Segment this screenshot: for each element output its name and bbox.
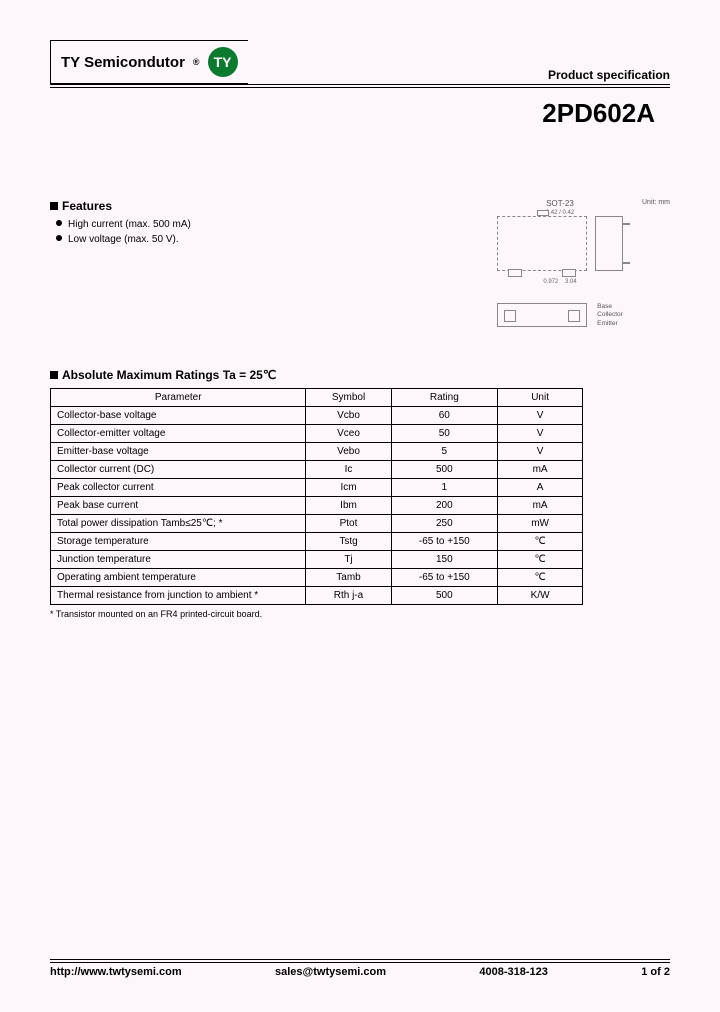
cell-unit: ℃ bbox=[498, 569, 583, 587]
footer: http://www.twtysemi.com sales@twtysemi.c… bbox=[50, 959, 670, 978]
cell-rating: 500 bbox=[391, 461, 497, 479]
table-row: Peak base currentIbm200mA bbox=[51, 497, 583, 515]
brand-header: TY Semicondutor ® TY bbox=[50, 40, 248, 84]
cell-parameter: Emitter-base voltage bbox=[51, 443, 306, 461]
cell-unit: V bbox=[498, 407, 583, 425]
footer-rule-1 bbox=[50, 959, 670, 960]
cell-rating: 150 bbox=[391, 551, 497, 569]
package-name: SOT-23 bbox=[450, 199, 670, 208]
cell-symbol: Vceo bbox=[306, 425, 391, 443]
table-row: Emitter-base voltageVebo5V bbox=[51, 443, 583, 461]
registered-mark: ® bbox=[193, 57, 200, 67]
cell-parameter: Operating ambient temperature bbox=[51, 569, 306, 587]
table-row: Thermal resistance from junction to ambi… bbox=[51, 587, 583, 605]
brand-name: TY Semicondutor bbox=[61, 54, 185, 71]
cell-rating: 200 bbox=[391, 497, 497, 515]
cell-unit: ℃ bbox=[498, 551, 583, 569]
cell-parameter: Thermal resistance from junction to ambi… bbox=[51, 587, 306, 605]
package-top-view bbox=[450, 216, 670, 271]
footer-email: sales@twtysemi.com bbox=[275, 966, 386, 978]
cell-parameter: Collector-base voltage bbox=[51, 407, 306, 425]
cell-symbol: Tstg bbox=[306, 533, 391, 551]
cell-rating: 250 bbox=[391, 515, 497, 533]
cell-parameter: Total power dissipation Tamb≤25℃; * bbox=[51, 515, 306, 533]
table-row: Collector-emitter voltageVceo50V bbox=[51, 425, 583, 443]
cell-parameter: Junction temperature bbox=[51, 551, 306, 569]
ratings-section: Absolute Maximum Ratings Ta = 25℃ Parame… bbox=[50, 368, 670, 619]
cell-symbol: Vcbo bbox=[306, 407, 391, 425]
cell-rating: 60 bbox=[391, 407, 497, 425]
col-symbol: Symbol bbox=[306, 389, 391, 407]
content-row: Features High current (max. 500 mA) Low … bbox=[50, 199, 670, 328]
package-diagram: SOT-23 Unit: mm 2.42 / 0.42 0.972 3.04 B… bbox=[450, 199, 670, 328]
cell-rating: 1 bbox=[391, 479, 497, 497]
brand-logo: TY bbox=[208, 47, 238, 77]
cell-symbol: Vebo bbox=[306, 443, 391, 461]
cell-symbol: Ibm bbox=[306, 497, 391, 515]
feature-item: High current (max. 500 mA) bbox=[56, 219, 430, 230]
feature-item: Low voltage (max. 50 V). bbox=[56, 234, 430, 245]
footer-row: http://www.twtysemi.com sales@twtysemi.c… bbox=[50, 966, 670, 978]
package-front bbox=[497, 303, 587, 327]
cell-symbol: Tj bbox=[306, 551, 391, 569]
footer-page: 1 of 2 bbox=[641, 966, 670, 978]
page: TY Semicondutor® TY Product specificatio… bbox=[0, 0, 720, 1012]
cell-unit: mA bbox=[498, 497, 583, 515]
cell-parameter: Storage temperature bbox=[51, 533, 306, 551]
table-row: Collector-base voltageVcbo60V bbox=[51, 407, 583, 425]
header-rule-1 bbox=[50, 84, 670, 85]
table-row: Peak collector currentIcm1A bbox=[51, 479, 583, 497]
package-unit: Unit: mm bbox=[642, 199, 670, 206]
cell-rating: 5 bbox=[391, 443, 497, 461]
footer-phone: 4008-318-123 bbox=[479, 966, 548, 978]
col-rating: Rating bbox=[391, 389, 497, 407]
cell-symbol: Ic bbox=[306, 461, 391, 479]
dim-bottom: 0.972 3.04 bbox=[450, 279, 670, 285]
table-row: Total power dissipation Tamb≤25℃; *Ptot2… bbox=[51, 515, 583, 533]
features-title: Features bbox=[50, 199, 430, 213]
footer-url: http://www.twtysemi.com bbox=[50, 966, 182, 978]
cell-unit: V bbox=[498, 425, 583, 443]
package-front-view: Base Collector Emitter bbox=[450, 303, 670, 328]
cell-rating: -65 to +150 bbox=[391, 569, 497, 587]
cell-unit: ℃ bbox=[498, 533, 583, 551]
cell-symbol: Rth j-a bbox=[306, 587, 391, 605]
cell-parameter: Collector-emitter voltage bbox=[51, 425, 306, 443]
footer-rule-2 bbox=[50, 962, 670, 963]
features-section: Features High current (max. 500 mA) Low … bbox=[50, 199, 430, 328]
table-row: Junction temperatureTj150℃ bbox=[51, 551, 583, 569]
cell-unit: mA bbox=[498, 461, 583, 479]
table-row: Operating ambient temperatureTamb-65 to … bbox=[51, 569, 583, 587]
cell-symbol: Ptot bbox=[306, 515, 391, 533]
cell-rating: 500 bbox=[391, 587, 497, 605]
cell-unit: V bbox=[498, 443, 583, 461]
table-row: Storage temperatureTstg-65 to +150℃ bbox=[51, 533, 583, 551]
cell-parameter: Collector current (DC) bbox=[51, 461, 306, 479]
table-header-row: Parameter Symbol Rating Unit bbox=[51, 389, 583, 407]
pin-labels: Base Collector Emitter bbox=[597, 303, 623, 328]
cell-rating: -65 to +150 bbox=[391, 533, 497, 551]
package-side bbox=[595, 216, 623, 271]
cell-unit: A bbox=[498, 479, 583, 497]
cell-symbol: Icm bbox=[306, 479, 391, 497]
cell-parameter: Peak collector current bbox=[51, 479, 306, 497]
col-parameter: Parameter bbox=[51, 389, 306, 407]
ratings-title: Absolute Maximum Ratings Ta = 25℃ bbox=[50, 368, 670, 382]
cell-unit: K/W bbox=[498, 587, 583, 605]
cell-symbol: Tamb bbox=[306, 569, 391, 587]
package-body bbox=[497, 216, 587, 271]
cell-parameter: Peak base current bbox=[51, 497, 306, 515]
ratings-table: Parameter Symbol Rating Unit Collector-b… bbox=[50, 388, 583, 605]
cell-rating: 50 bbox=[391, 425, 497, 443]
col-unit: Unit bbox=[498, 389, 583, 407]
table-row: Collector current (DC)Ic500mA bbox=[51, 461, 583, 479]
header-rule-2 bbox=[50, 87, 670, 88]
part-number: 2PD602A bbox=[50, 98, 655, 129]
cell-unit: mW bbox=[498, 515, 583, 533]
ratings-footnote: * Transistor mounted on an FR4 printed-c… bbox=[50, 609, 670, 619]
